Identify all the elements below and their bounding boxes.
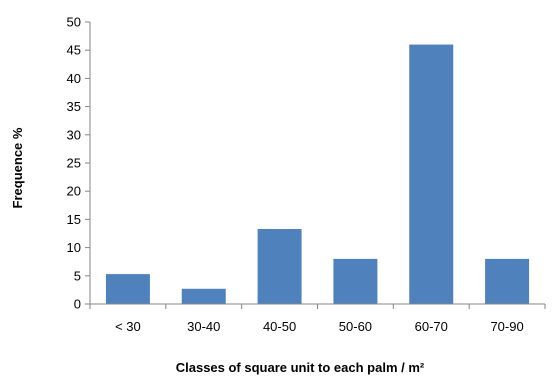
- bar-5: [485, 258, 530, 304]
- bar-0: [105, 274, 150, 304]
- y-tick-label: 20: [67, 184, 81, 199]
- x-ticks: < 30 30-40 40-50 50-60 60-70 70-90: [89, 304, 546, 334]
- y-ticks: 0 5 10 15 20 25 30 35 40 45 50: [67, 15, 90, 312]
- y-tick-label: 15: [67, 212, 81, 227]
- y-tick-label: 5: [74, 268, 81, 283]
- y-tick-label: 10: [67, 240, 81, 255]
- x-tick-label: 40-50: [263, 319, 296, 334]
- bars-layer: [105, 44, 530, 305]
- y-tick-label: 40: [67, 71, 81, 86]
- bar-1: [181, 288, 226, 304]
- y-tick-label: 25: [67, 156, 81, 171]
- x-tick-label: 50-60: [339, 319, 372, 334]
- x-tick-label: 70-90: [490, 319, 523, 334]
- y-tick-label: 35: [67, 99, 81, 114]
- x-tick-label: < 30: [115, 319, 141, 334]
- bar-2: [257, 228, 302, 304]
- x-axis-title: Classes of square unit to each palm / m²: [176, 360, 425, 375]
- x-tick-label: 60-70: [415, 319, 448, 334]
- y-axis-title: Frequence %: [10, 127, 25, 208]
- bar-3: [333, 258, 378, 304]
- y-tick-label: 45: [67, 43, 81, 58]
- x-tick-label: 30-40: [187, 319, 220, 334]
- axes-layer: [89, 22, 545, 305]
- bar-4: [409, 44, 454, 305]
- y-tick-label: 30: [67, 127, 81, 142]
- y-tick-label: 0: [74, 297, 81, 312]
- y-tick-label: 50: [67, 15, 81, 30]
